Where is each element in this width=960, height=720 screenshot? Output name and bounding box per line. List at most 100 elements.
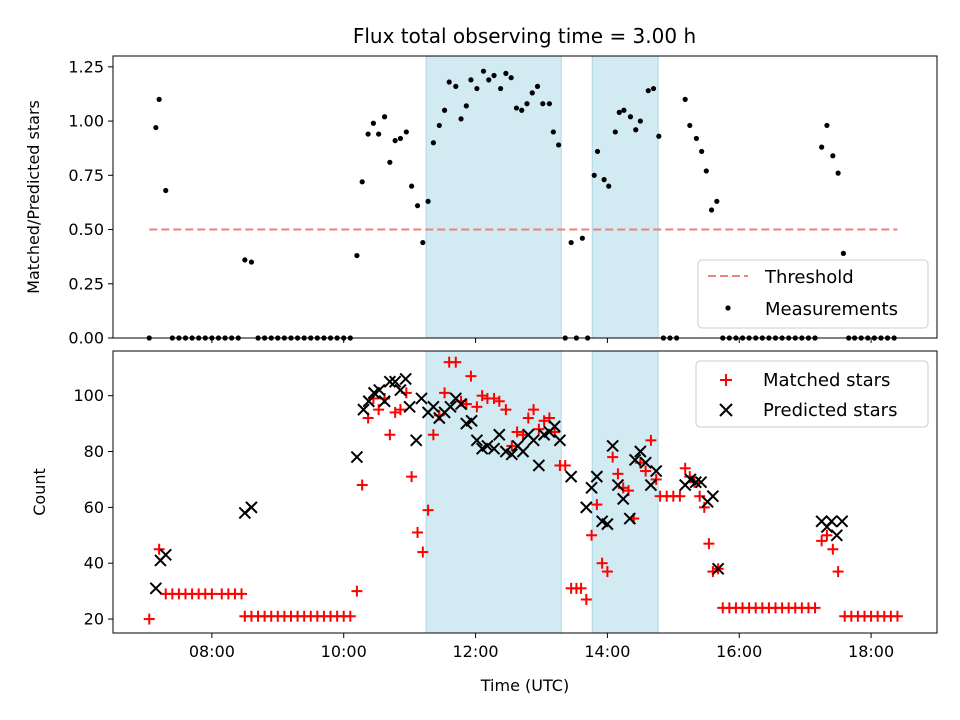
measurement-point [414,203,421,209]
measurement-point [163,187,169,194]
measurement-point [550,129,556,135]
measurement-point [687,122,693,129]
measurement-point [376,131,382,137]
measurement-point [392,138,398,144]
matched-star-point [703,538,715,550]
predicted-star-point [357,403,370,416]
measurement-point [693,135,699,142]
measurement-point [606,183,612,189]
predicted-star-point [639,456,652,469]
matched-star-point [591,499,603,511]
y-tick-label: 80 [84,442,104,461]
matched-star-point [351,585,363,597]
measurement-point [637,118,643,124]
measurement-point [591,172,597,178]
bottom-x-axis-label: Time (UTC) [480,676,569,695]
bottom-panel: 20 40 60 80 100 08:00 10:00 12:00 14:00 16:00 18:… [30,350,938,695]
measurement-point [474,85,480,92]
y-tick-label: 40 [84,554,104,573]
matched-star-point [601,566,613,578]
matched-star-point [384,429,396,441]
top-y-axis-label: Matched/Predicted stars [24,100,43,294]
predicted-star-point [245,501,258,514]
y-tick-label: 0.75 [68,166,104,185]
matched-star-point [500,404,512,416]
measurement-point [819,144,825,150]
predicted-star-point [388,375,402,388]
matched-star-point [522,412,534,424]
measurement-point [529,90,535,96]
legend-measurements-label: Measurements [765,299,898,320]
shaded-interval [591,350,659,634]
measurement-point [699,148,705,155]
predicted-star-point [644,478,658,492]
bottom-y-axis: 20 40 60 80 100 [73,386,113,629]
measurement-point [508,75,514,81]
predicted-star-point [454,397,468,411]
matched-star-point [517,429,529,441]
measurement-point [153,124,159,131]
predicted-star-point [403,400,416,414]
measurement-point [453,83,459,89]
measurement-point [436,122,442,129]
matched-star-point [356,479,368,491]
predicted-star-point [427,400,440,414]
measurement-point [703,168,709,174]
measurement-point [242,257,248,263]
measurement-point [248,259,255,265]
measurement-point [650,85,657,92]
measurement-point [480,68,487,74]
predicted-star-point [505,448,519,461]
measurement-point [381,114,388,120]
measurement-point [621,107,627,113]
measurement-point [370,120,376,126]
y-tick-label: 0.50 [68,220,104,239]
measurement-point [425,198,431,204]
legend-matched-label: Matched stars [763,370,890,391]
x-tick-label: 14:00 [584,642,630,661]
y-tick-label: 100 [73,386,104,405]
measurement-point [420,239,426,246]
bottom-x-axis: 08:00 10:00 12:00 14:00 16:00 18:00 [189,633,894,661]
matched-star-point [679,462,691,474]
predicted-star-point [410,434,423,447]
x-tick-label: 16:00 [716,642,762,661]
predicted-star-point [159,548,172,562]
measurement-point [468,77,474,83]
measurement-point [397,135,404,142]
predicted-star-point [373,383,386,397]
matched-star-point [460,398,472,410]
matched-star-point [344,610,356,622]
legend-predicted-swatch [719,403,733,417]
measurement-point [441,107,448,113]
matched-star-point [645,434,657,446]
matched-star-point [417,546,429,558]
predicted-star-point [444,400,457,414]
predicted-stars-points [149,372,849,595]
matched-star-point [612,468,624,480]
matched-star-point [394,404,406,416]
x-tick-label: 08:00 [189,642,235,661]
measurement-point [524,101,530,107]
matched-star-point [674,490,686,502]
bottom-legend: Matched stars Predicted stars [695,360,929,428]
measurement-point [714,198,720,204]
predicted-star-point [383,375,397,388]
measurement-point [835,170,841,176]
predicted-star-point [623,512,637,525]
x-tick-label: 10:00 [321,642,367,661]
y-tick-label: 20 [84,610,104,629]
matched-star-point [607,451,619,463]
top-y-axis: 0.00 0.25 0.50 0.75 1.00 1.25 [68,57,113,348]
predicted-star-point [564,470,578,483]
predicted-star-point [634,445,647,458]
matched-star-point [206,588,218,600]
measurement-point [708,207,715,213]
top-axes-frame [112,55,938,339]
measurement-point [446,79,452,85]
measurement-point [156,96,162,102]
measurement-point [556,142,562,148]
measurement-point [486,77,492,83]
matched-star-point [596,557,608,569]
measurement-point [359,179,365,185]
